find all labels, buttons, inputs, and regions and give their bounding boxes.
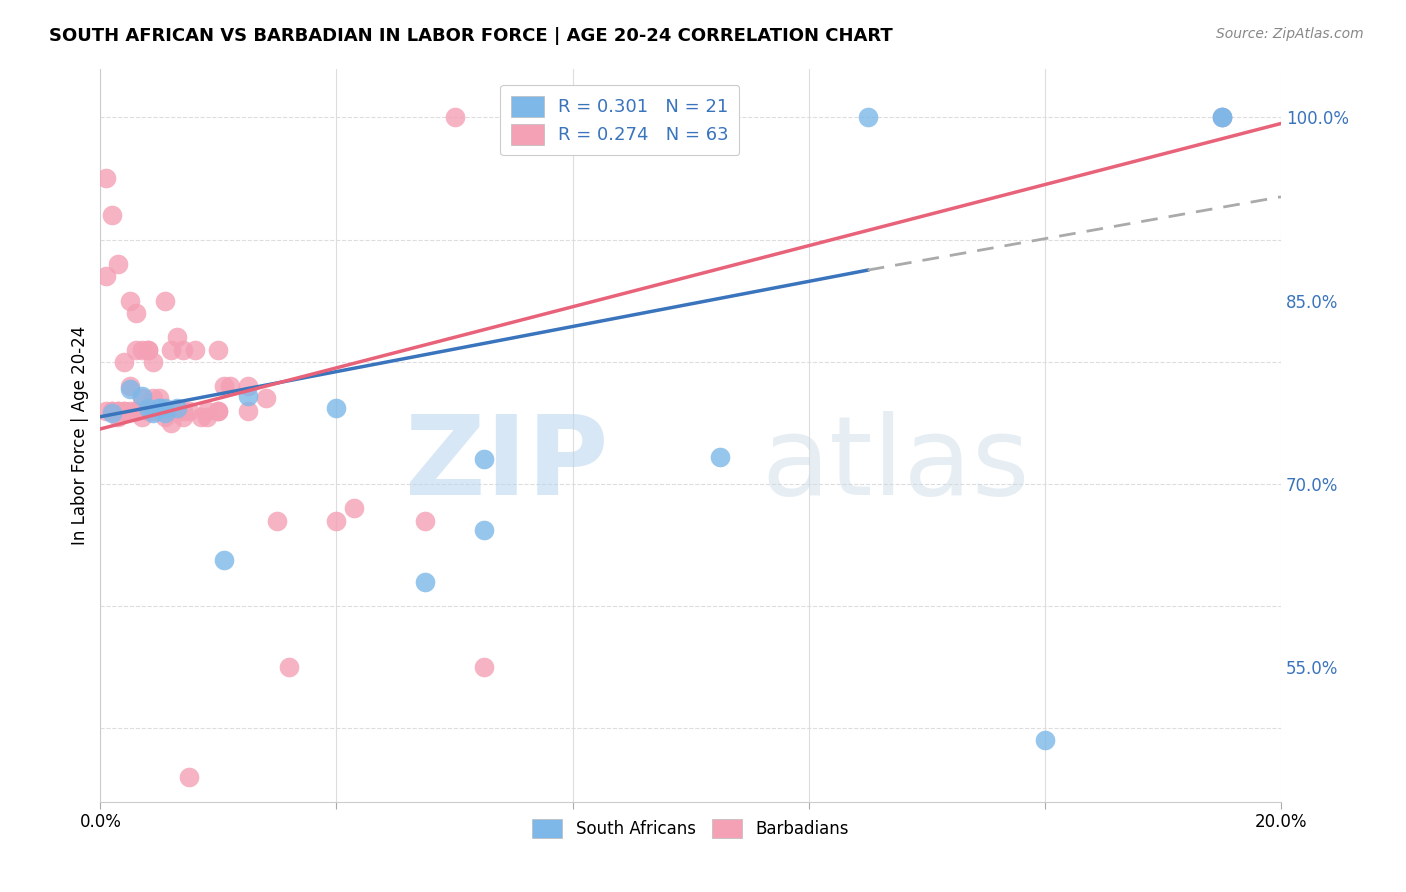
Point <box>131 392 153 406</box>
Point <box>131 409 153 424</box>
Point <box>413 514 436 528</box>
Point <box>148 403 170 417</box>
Point <box>142 403 165 417</box>
Point <box>214 552 236 566</box>
Point <box>101 208 124 222</box>
Point <box>160 416 183 430</box>
Point <box>118 382 141 396</box>
Point <box>96 269 118 284</box>
Point <box>142 392 165 406</box>
Point <box>166 330 188 344</box>
Point <box>325 401 347 416</box>
Point <box>136 343 159 357</box>
Point <box>325 514 347 528</box>
Point <box>142 355 165 369</box>
Point <box>131 343 153 357</box>
Point <box>207 343 229 357</box>
Point <box>148 401 170 416</box>
Point <box>278 660 301 674</box>
Text: SOUTH AFRICAN VS BARBADIAN IN LABOR FORCE | AGE 20-24 CORRELATION CHART: SOUTH AFRICAN VS BARBADIAN IN LABOR FORC… <box>49 27 893 45</box>
Point <box>125 403 148 417</box>
Point <box>472 524 495 538</box>
Point <box>136 401 159 416</box>
Point <box>219 379 242 393</box>
Point <box>254 392 277 406</box>
Point <box>195 409 218 424</box>
Point <box>125 343 148 357</box>
Point <box>112 403 135 417</box>
Legend: South Africans, Barbadians: South Africans, Barbadians <box>526 812 856 845</box>
Point <box>443 111 465 125</box>
Point <box>1211 111 1233 125</box>
Point <box>112 355 135 369</box>
Point <box>155 293 177 308</box>
Point <box>107 409 129 424</box>
Point <box>155 409 177 424</box>
Point <box>96 171 118 186</box>
Point <box>118 293 141 308</box>
Point <box>142 406 165 420</box>
Point <box>148 401 170 416</box>
Point <box>166 403 188 417</box>
Point <box>136 403 159 417</box>
Point <box>207 403 229 417</box>
Point <box>96 403 118 417</box>
Point <box>118 403 141 417</box>
Point <box>101 406 124 420</box>
Point <box>413 574 436 589</box>
Point <box>172 403 194 417</box>
Point <box>160 343 183 357</box>
Point <box>166 401 188 416</box>
Point <box>112 403 135 417</box>
Point <box>177 770 200 784</box>
Point <box>107 403 129 417</box>
Point <box>236 379 259 393</box>
Point <box>101 403 124 417</box>
Point <box>125 306 148 320</box>
Point <box>101 403 124 417</box>
Point <box>709 450 731 464</box>
Point <box>236 403 259 417</box>
Point <box>856 111 879 125</box>
Point <box>1033 733 1056 747</box>
Point <box>190 409 212 424</box>
Point <box>236 389 259 403</box>
Point <box>177 403 200 417</box>
Point <box>148 392 170 406</box>
Point <box>131 389 153 403</box>
Point <box>472 660 495 674</box>
Point <box>118 379 141 393</box>
Point <box>1211 111 1233 125</box>
Point <box>172 343 194 357</box>
Point <box>107 257 129 271</box>
Point <box>155 406 177 420</box>
Point <box>266 514 288 528</box>
Point <box>195 403 218 417</box>
Point <box>107 403 129 417</box>
Point <box>155 401 177 416</box>
Point <box>125 403 148 417</box>
Text: atlas: atlas <box>762 411 1031 518</box>
Point <box>207 403 229 417</box>
Point <box>172 409 194 424</box>
Point <box>136 343 159 357</box>
Text: Source: ZipAtlas.com: Source: ZipAtlas.com <box>1216 27 1364 41</box>
Point <box>184 343 207 357</box>
Point <box>136 403 159 417</box>
Y-axis label: In Labor Force | Age 20-24: In Labor Force | Age 20-24 <box>72 326 89 545</box>
Point <box>1211 111 1233 125</box>
Point <box>214 379 236 393</box>
Text: ZIP: ZIP <box>405 411 607 518</box>
Point <box>472 452 495 467</box>
Point <box>343 501 366 516</box>
